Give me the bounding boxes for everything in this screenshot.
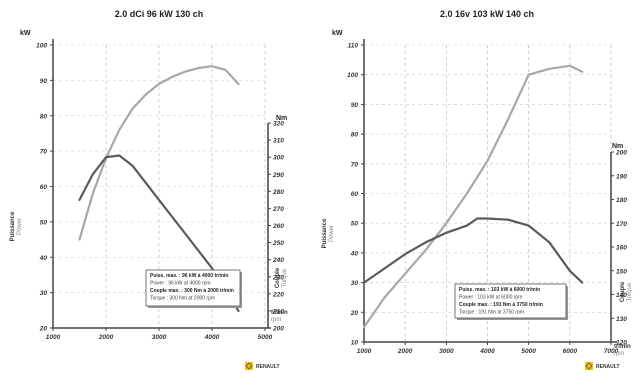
- chart-title: 2.0 dCi 96 kW 130 ch: [115, 9, 204, 19]
- right-tick-label: 190: [616, 173, 627, 180]
- x-tick-label: 3000: [152, 334, 167, 341]
- right-tick-label: 210: [272, 308, 284, 315]
- legend-line: Couple max. : 300 Nm à 2000 tr/min: [150, 288, 234, 294]
- x-tick-label: 1000: [357, 348, 372, 355]
- left-tick-label: 60: [351, 191, 359, 198]
- left-tick-label: 70: [351, 161, 359, 168]
- legend-line: Torque : 191 Nm at 3750 rpm: [459, 310, 524, 316]
- legend-box: [454, 283, 567, 319]
- power-side-label: Power: [329, 225, 335, 242]
- chart-1: 2.0 dCi 96 kW 130 ch 1000 2000 3000 4000 5000…: [10, 9, 288, 370]
- right-tick-label: 310: [273, 138, 284, 145]
- left-tick-label: 20: [39, 326, 48, 333]
- left-tick-label: 50: [40, 219, 48, 226]
- right-tick-label: 150: [616, 268, 627, 275]
- left-tick-label: 10: [351, 340, 359, 347]
- x-axis-unit: tr/min: [614, 344, 631, 350]
- left-tick-label: 20: [350, 310, 359, 317]
- torque-side-label: Couple: [275, 267, 281, 288]
- left-tick-label: 50: [351, 221, 359, 228]
- x-axis-unit: rpm: [271, 317, 281, 323]
- renault-logo: RENAULT: [245, 362, 280, 370]
- torque-side-label: Torque: [627, 282, 633, 301]
- brand-name: RENAULT: [256, 364, 280, 370]
- right-tick-label: 240: [272, 257, 284, 264]
- x-tick-label: 2000: [397, 348, 413, 355]
- left-tick-label: 80: [40, 113, 48, 120]
- x-tick-label: 5000: [521, 348, 536, 355]
- legend-line: Power : 96 kW at 4000 rpm: [150, 281, 211, 287]
- right-tick-label: 140: [616, 292, 627, 299]
- left-tick-label: 90: [351, 102, 359, 109]
- logo-mark: [585, 362, 593, 370]
- logo-diamond: [585, 362, 593, 370]
- right-tick-label: 270: [272, 206, 284, 213]
- chart-2: 2.0 16v 103 kW 140 ch 1000 2000 3000 4000 500…: [322, 9, 633, 370]
- legend-line: Puiss. max. : 96 kW à 4000 tr/min: [150, 273, 228, 279]
- right-tick-label: 300: [273, 155, 284, 162]
- left-axis-unit: kW: [332, 30, 343, 37]
- right-axis-unit: Nm: [276, 115, 287, 122]
- right-tick-label: 160: [616, 245, 627, 252]
- torque-side-label: Torque: [282, 268, 288, 287]
- x-tick-label: 4000: [479, 348, 495, 355]
- right-tick-label: 180: [616, 197, 627, 204]
- logo-diamond: [245, 362, 253, 370]
- legend-line: Power : 103 kW at 6000 rpm: [459, 295, 522, 301]
- x-tick-label: 6000: [563, 348, 578, 355]
- left-axis-unit: kW: [20, 30, 31, 37]
- left-tick-label: 70: [40, 149, 48, 156]
- x-tick-label: 3000: [439, 348, 454, 355]
- power-side-label: Puissance: [322, 218, 328, 248]
- legend-line: Torque : 300 Nm at 2000 rpm: [150, 296, 215, 302]
- torque-side-label: Couple: [620, 281, 626, 302]
- torque-curve: [78, 154, 240, 312]
- left-tick-label: 110: [348, 43, 359, 50]
- torque-curve: [362, 217, 584, 284]
- right-tick-label: 290: [272, 172, 284, 179]
- power-side-label: Puissance: [10, 211, 16, 241]
- legend-line: Couple max. : 191 Nm à 3750 tr/min: [459, 302, 543, 308]
- renault-logo: RENAULT: [585, 362, 620, 370]
- right-tick-label: 320: [273, 121, 284, 128]
- left-tick-label: 60: [40, 184, 48, 191]
- right-tick-label: 280: [272, 189, 284, 196]
- right-tick-label: 260: [272, 223, 284, 230]
- legend-box: [145, 269, 241, 307]
- right-tick-label: 200: [615, 150, 627, 157]
- right-axis-unit: Nm: [612, 143, 623, 150]
- left-tick-label: 40: [39, 255, 48, 262]
- right-tick-label: 120: [616, 340, 627, 347]
- left-tick-label: 80: [351, 132, 359, 139]
- x-tick-label: 1000: [46, 334, 61, 341]
- x-tick-label: 5000: [258, 334, 273, 341]
- x-tick-label: 4000: [204, 334, 220, 341]
- x-tick-label: 2000: [98, 334, 114, 341]
- power-side-label: Power: [17, 218, 23, 235]
- right-tick-label: 220: [272, 291, 284, 298]
- right-tick-label: 130: [616, 316, 627, 323]
- right-tick-label: 230: [272, 274, 284, 281]
- x-tick-label: 7000: [604, 348, 619, 355]
- x-axis-unit: rpm: [614, 351, 624, 357]
- x-axis-unit: tr/min: [271, 310, 288, 316]
- left-tick-label: 100: [347, 72, 358, 79]
- left-tick-label: 90: [40, 78, 48, 85]
- left-tick-label: 30: [351, 280, 359, 287]
- chart-title: 2.0 16v 103 kW 140 ch: [440, 9, 534, 19]
- right-tick-label: 200: [272, 326, 284, 333]
- right-tick-label: 170: [616, 221, 627, 228]
- right-tick-label: 250: [272, 240, 284, 247]
- left-tick-label: 100: [36, 43, 47, 50]
- left-tick-label: 30: [40, 290, 48, 297]
- logo-mark: [245, 362, 253, 370]
- power-curve: [362, 64, 584, 329]
- brand-name: RENAULT: [596, 364, 620, 370]
- left-tick-label: 40: [350, 250, 359, 257]
- legend-line: Puiss. max. : 103 kW à 6000 tr/min: [459, 287, 540, 293]
